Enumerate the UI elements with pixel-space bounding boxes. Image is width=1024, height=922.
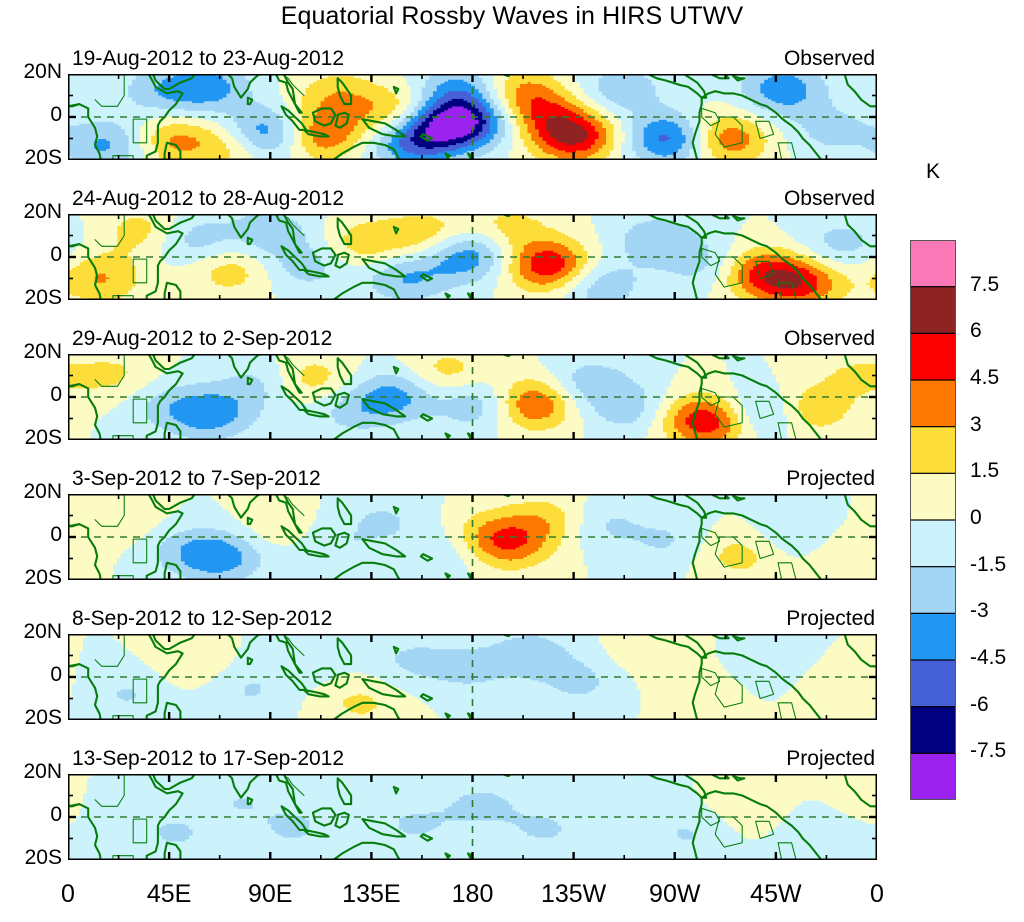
panel-status: Projected bbox=[0, 467, 875, 491]
y-axis-label: 20S bbox=[0, 706, 62, 730]
x-axis-label: 0 bbox=[817, 880, 937, 909]
y-axis-label: 20S bbox=[0, 846, 62, 870]
colorbar-tick-label: 3 bbox=[970, 413, 982, 437]
y-axis-label: 20S bbox=[0, 146, 62, 170]
colorbar-tick-label: -4.5 bbox=[970, 646, 1006, 670]
y-axis-label: 20S bbox=[0, 426, 62, 450]
map-panel[interactable] bbox=[68, 774, 877, 860]
colorbar-tick-label: 7.5 bbox=[970, 273, 999, 297]
y-axis-label: 0 bbox=[0, 383, 62, 407]
y-axis-label: 0 bbox=[0, 523, 62, 547]
map-field bbox=[68, 74, 877, 160]
colorbar-unit: K bbox=[898, 160, 968, 184]
map-panel[interactable] bbox=[68, 494, 877, 580]
panel-status: Observed bbox=[0, 327, 875, 351]
colorbar-tick-label: -3 bbox=[970, 599, 989, 623]
y-axis-label: 0 bbox=[0, 803, 62, 827]
panel-status: Observed bbox=[0, 187, 875, 211]
map-field bbox=[68, 214, 877, 300]
y-axis-label: 20N bbox=[0, 60, 62, 84]
map-field bbox=[68, 494, 877, 580]
panel-status: Projected bbox=[0, 747, 875, 771]
y-axis-label: 0 bbox=[0, 663, 62, 687]
y-axis-label: 20N bbox=[0, 340, 62, 364]
y-axis-label: 20N bbox=[0, 200, 62, 224]
y-axis-label: 20S bbox=[0, 286, 62, 310]
map-panel[interactable] bbox=[68, 214, 877, 300]
y-axis-label: 20N bbox=[0, 760, 62, 784]
colorbar-tick-label: 0 bbox=[970, 506, 982, 530]
map-panel[interactable] bbox=[68, 354, 877, 440]
page-title: Equatorial Rossby Waves in HIRS UTWV bbox=[0, 2, 1024, 31]
map-panel[interactable] bbox=[68, 634, 877, 720]
map-field bbox=[68, 634, 877, 720]
y-axis-label: 0 bbox=[0, 243, 62, 267]
y-axis-label: 20S bbox=[0, 566, 62, 590]
panel-status: Projected bbox=[0, 607, 875, 631]
y-axis-label: 0 bbox=[0, 103, 62, 127]
colorbar-tick-label: 4.5 bbox=[970, 366, 999, 390]
colorbar-tick-label: 6 bbox=[970, 319, 982, 343]
y-axis-label: 20N bbox=[0, 620, 62, 644]
colorbar-tick-label: 1.5 bbox=[970, 459, 999, 483]
colorbar-tick-label: -1.5 bbox=[970, 553, 1006, 577]
colorbar bbox=[910, 240, 956, 800]
map-panel[interactable] bbox=[68, 74, 877, 160]
colorbar-tick-label: -6 bbox=[970, 693, 989, 717]
panel-status: Observed bbox=[0, 47, 875, 71]
map-field bbox=[68, 354, 877, 440]
colorbar-tick-label: -7.5 bbox=[970, 739, 1006, 763]
y-axis-label: 20N bbox=[0, 480, 62, 504]
map-field bbox=[68, 774, 877, 860]
